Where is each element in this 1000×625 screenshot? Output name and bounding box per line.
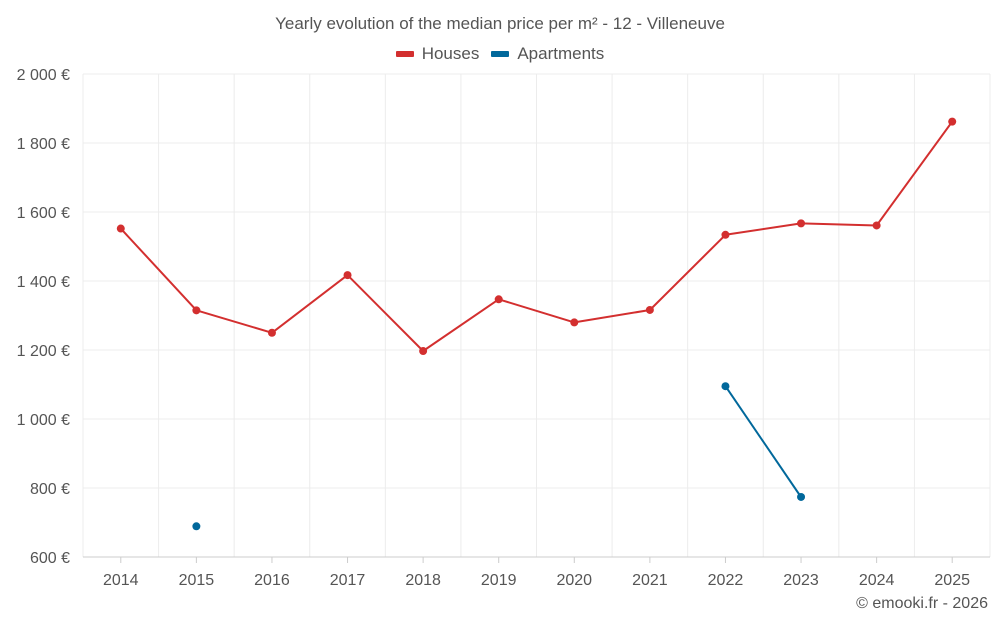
- x-tick-label: 2024: [859, 572, 895, 589]
- data-point-apartments: [721, 382, 730, 391]
- y-tick-label: 600 €: [30, 550, 70, 567]
- x-tick-label: 2015: [179, 572, 215, 589]
- x-tick-label: 2020: [556, 572, 592, 589]
- x-tick-label: 2022: [708, 572, 744, 589]
- y-tick-label: 2 000 €: [17, 67, 70, 84]
- data-point-houses: [721, 230, 730, 239]
- x-tick-label: 2014: [103, 572, 139, 589]
- data-point-houses: [494, 295, 503, 304]
- data-point-houses: [343, 271, 352, 280]
- y-tick-label: 1 800 €: [17, 136, 70, 153]
- data-point-houses: [192, 306, 201, 315]
- series-line-houses: [120, 121, 954, 352]
- x-tick-label: 2018: [405, 572, 441, 589]
- x-tick-label: 2021: [632, 572, 668, 589]
- copyright-text: © emooki.fr - 2026: [856, 595, 988, 612]
- legend-item-apartments[interactable]: Apartments: [491, 44, 604, 64]
- data-point-houses: [570, 318, 579, 327]
- y-tick-label: 1 000 €: [17, 412, 70, 429]
- x-tick-label: 2019: [481, 572, 517, 589]
- data-point-houses: [645, 305, 654, 314]
- y-tick-label: 1 600 €: [17, 205, 70, 222]
- legend-item-houses[interactable]: Houses: [395, 44, 480, 64]
- x-tick-label: 2023: [783, 572, 819, 589]
- data-point-houses: [797, 219, 806, 228]
- data-point-houses: [948, 117, 957, 126]
- y-tick-label: 1 400 €: [17, 274, 70, 291]
- data-point-apartments: [192, 522, 201, 531]
- data-point-houses: [872, 221, 881, 230]
- series-line-apartments: [724, 385, 802, 498]
- data-point-houses: [419, 347, 428, 356]
- legend-label-apartments: Apartments: [517, 44, 605, 63]
- data-point-apartments: [797, 492, 806, 501]
- chart-title: Yearly evolution of the median price per…: [275, 14, 725, 33]
- grid-layer: [82, 73, 991, 558]
- y-tick-label: 800 €: [30, 481, 70, 498]
- legend-swatch-houses: [395, 51, 414, 57]
- data-point-houses: [116, 224, 125, 233]
- x-tick-label: 2017: [330, 572, 366, 589]
- chart-legend: Houses Apartments: [0, 44, 1000, 64]
- series-layer: [116, 117, 957, 531]
- legend-swatch-apartments: [491, 51, 510, 57]
- axis-layer: 600 € 800 € 1 000 € 1 200 € 1 400 € 1 600 € 1 …: [17, 67, 990, 589]
- y-tick-label: 1 200 €: [17, 343, 70, 360]
- x-tick-label: 2016: [254, 572, 290, 589]
- data-point-houses: [267, 328, 276, 337]
- legend-label-houses: Houses: [421, 44, 480, 63]
- x-tick-label: 2025: [934, 572, 970, 589]
